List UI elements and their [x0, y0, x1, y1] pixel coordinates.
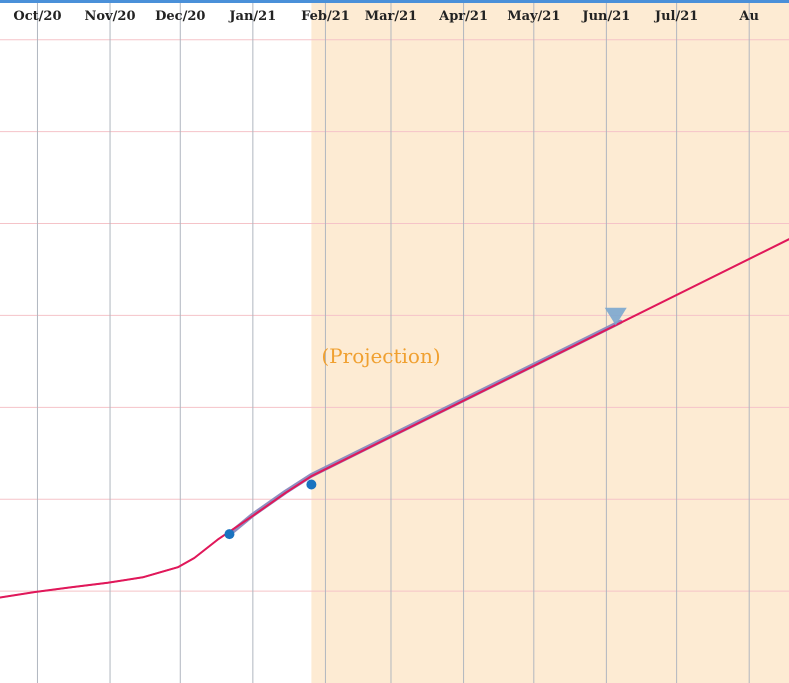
marker-circle-2 [306, 479, 317, 490]
x-tick-label-nov-20: Nov/20 [85, 9, 136, 24]
marker-triangle-3 [604, 307, 627, 326]
x-tick-label-feb-21: Feb/21 [301, 9, 350, 24]
x-tick-label-apr-21: Apr/21 [438, 9, 488, 24]
projection-region [311, 3, 789, 683]
x-tick-label-jun-21: Jun/21 [581, 9, 630, 24]
x-tick-label-au: Au [738, 9, 759, 24]
x-tick-label-mar-21: Mar/21 [365, 9, 418, 24]
x-tick-label-oct-20: Oct/20 [13, 9, 61, 24]
x-tick-label-may-21: May/21 [507, 9, 560, 24]
top-border [0, 0, 789, 3]
series-line-1-top [0, 238, 789, 599]
x-tick-label-jul-21: Jul/21 [654, 9, 698, 24]
marker-circle-1 [224, 529, 235, 540]
x-tick-label-dec-20: Dec/20 [155, 9, 205, 24]
projection-label: (Projection) [321, 344, 440, 368]
x-tick-label-jan-21: Jan/21 [228, 9, 276, 24]
